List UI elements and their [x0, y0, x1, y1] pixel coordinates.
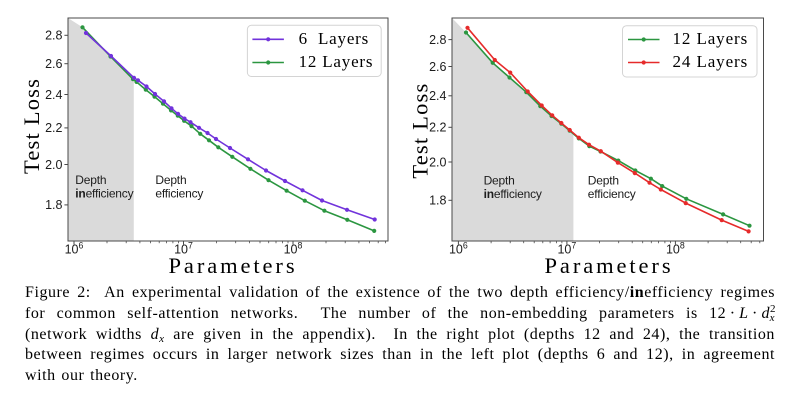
svg-text:Depth: Depth: [484, 174, 515, 188]
svg-text:2.8: 2.8: [429, 33, 446, 47]
svg-text:Parameters: Parameters: [545, 253, 674, 278]
svg-text:12 Layers: 12 Layers: [673, 29, 749, 48]
svg-text:2.6: 2.6: [429, 60, 446, 74]
svg-text:1.8: 1.8: [45, 198, 62, 212]
svg-text:2.2: 2.2: [45, 121, 62, 135]
svg-text:2.8: 2.8: [45, 29, 62, 43]
svg-text:24 Layers: 24 Layers: [673, 52, 749, 71]
svg-text:12 Layers: 12 Layers: [299, 52, 374, 71]
svg-text:Test Loss: Test Loss: [19, 78, 44, 174]
svg-text:2.0: 2.0: [45, 158, 62, 172]
svg-text:Depth: Depth: [588, 174, 619, 188]
svg-text:1.8: 1.8: [429, 194, 446, 208]
svg-text:inefficiency: inefficiency: [75, 187, 133, 201]
svg-text:Test Loss: Test Loss: [408, 83, 433, 179]
svg-text:Depth: Depth: [75, 173, 106, 187]
svg-text:Depth: Depth: [155, 173, 186, 187]
svg-text:2.6: 2.6: [45, 57, 62, 71]
svg-text:6 Layers: 6 Layers: [299, 29, 369, 48]
svg-text:2.2: 2.2: [429, 121, 446, 135]
svg-text:2.0: 2.0: [429, 155, 446, 169]
svg-text:106: 106: [449, 241, 468, 257]
svg-text:inefficiency: inefficiency: [484, 187, 542, 201]
svg-text:2.4: 2.4: [429, 89, 446, 103]
svg-text:efficiency: efficiency: [155, 187, 203, 201]
svg-text:2.4: 2.4: [45, 88, 62, 102]
svg-text:106: 106: [65, 241, 84, 257]
svg-text:Parameters: Parameters: [169, 253, 298, 278]
svg-text:efficiency: efficiency: [588, 187, 636, 201]
